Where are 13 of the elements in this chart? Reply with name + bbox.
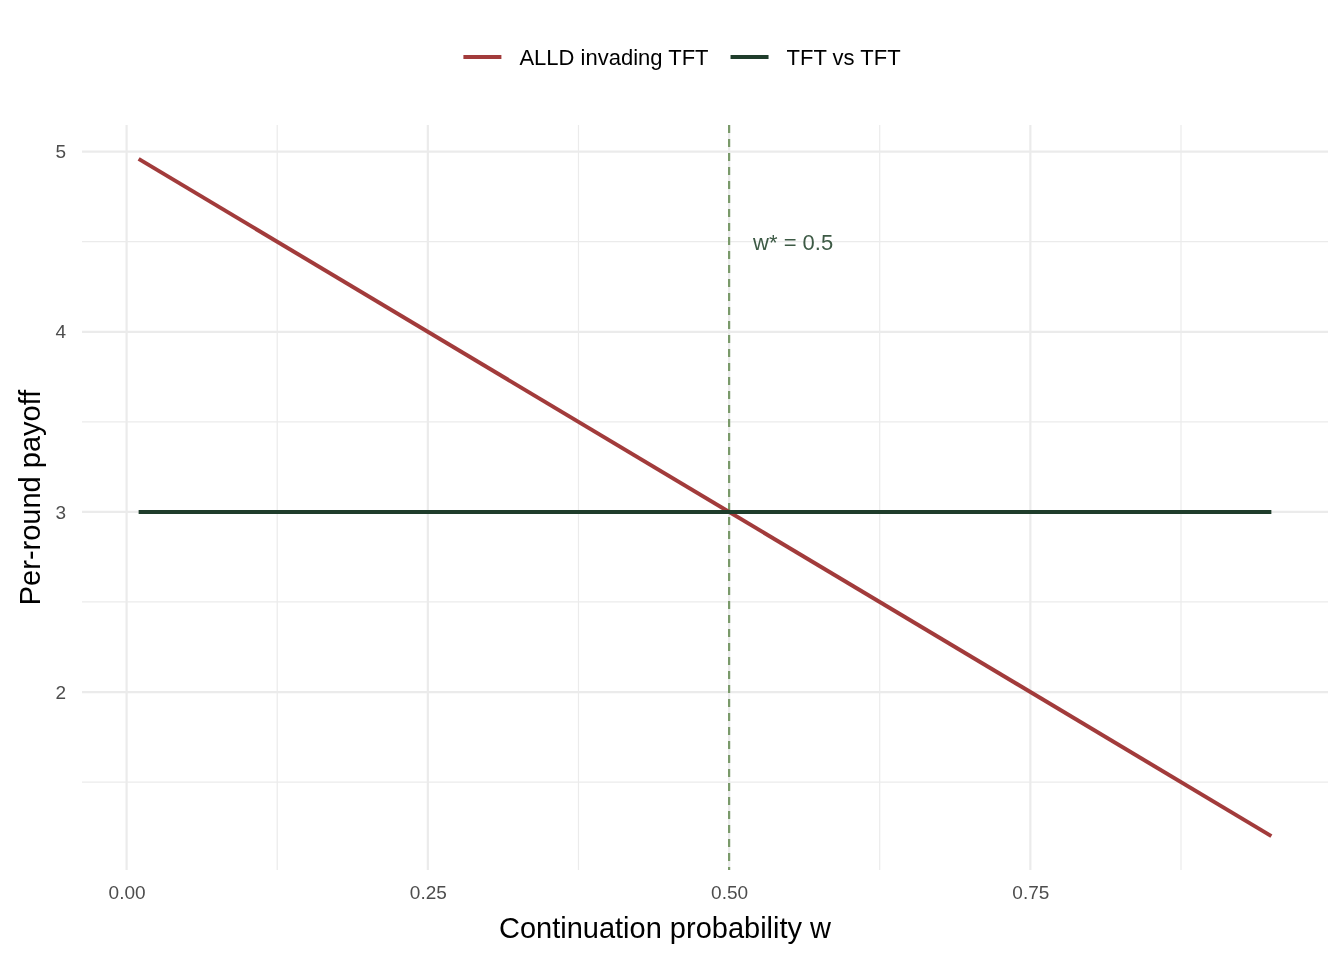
x-tick-label: 0.75 [1012,882,1050,904]
x-tick-label: 0.25 [409,882,447,904]
y-tick-label: 5 [55,141,66,163]
legend-label: ALLD invading TFT [519,44,709,70]
y-tick-label: 2 [55,681,66,703]
legend-label: TFT vs TFT [786,44,901,70]
x-axis-title: Continuation probability w [498,912,833,944]
y-tick-label: 3 [55,501,66,523]
y-tick-label: 4 [55,321,67,343]
ref-line-label: w* = 0.5 [752,230,834,256]
x-tick-label: 0.50 [711,882,749,904]
x-tick-label: 0.00 [108,882,146,904]
y-axis-title: Per-round payoff [14,388,46,606]
